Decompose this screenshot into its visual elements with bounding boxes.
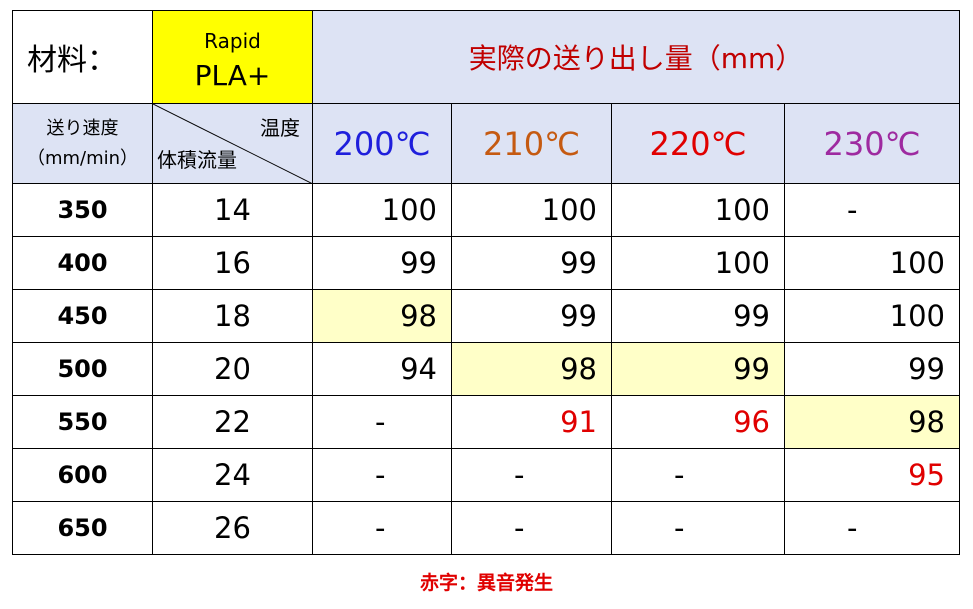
feed-test-table: 材料： Rapid PLA+ 実際の送り出し量（mm） 送り速度 （mm/min… — [12, 10, 960, 555]
table-row: 350 14 100 100 100- — [12, 183, 960, 237]
feed-amount-cell: 99 — [784, 342, 960, 396]
feed-amount-cell: 100 — [611, 236, 785, 290]
speed-header-line1: 送り速度 — [46, 117, 119, 139]
feed-amount-cell: 99 — [611, 342, 785, 396]
header-row: 材料： Rapid PLA+ 実際の送り出し量（mm） — [12, 10, 960, 104]
brand-line1: Rapid — [204, 29, 261, 53]
feed-speed-cell: 450 — [12, 289, 153, 343]
volumetric-flow-cell: 20 — [152, 342, 313, 396]
table-row: 650 26- - - - — [12, 501, 960, 555]
feed-amount-cell: 99 — [451, 289, 612, 343]
temp-header-220: 220℃ — [611, 103, 785, 184]
feed-speed-cell: 500 — [12, 342, 153, 396]
feed-amount-cell: 91 — [451, 395, 612, 449]
table-row: 500 20 94 98 99 99 — [12, 342, 960, 396]
volumetric-flow-cell: 22 — [152, 395, 313, 449]
feed-amount-cell: - — [312, 395, 452, 449]
diagonal-header: 温度 体積流量 — [152, 103, 313, 184]
feed-amount-cell: 100 — [312, 183, 452, 237]
feed-amount-cell: 99 — [611, 289, 785, 343]
feed-amount-cell: - — [451, 501, 612, 555]
volumetric-flow-cell: 18 — [152, 289, 313, 343]
feed-amount-cell: - — [312, 501, 452, 555]
temp-header-210: 210℃ — [451, 103, 612, 184]
feed-amount-cell: - — [784, 183, 960, 237]
speed-header-line2: （mm/min） — [26, 147, 139, 169]
diag-flow-label: 体積流量 — [157, 148, 237, 172]
feed-amount-cell: - — [784, 501, 960, 555]
feed-amount-cell: 94 — [312, 342, 452, 396]
feed-amount-cell: - — [312, 448, 452, 502]
legend-note: 赤字：異音発生 — [419, 572, 553, 594]
speed-header: 送り速度 （mm/min） — [12, 103, 153, 184]
material-label: 材料： — [12, 10, 153, 104]
feed-amount-cell: 95 — [784, 448, 960, 502]
feed-speed-cell: 600 — [12, 448, 153, 502]
feed-amount-cell: 100 — [611, 183, 785, 237]
subheader-row: 送り速度 （mm/min） 温度 体積流量 200℃ 210℃ 220℃ 230… — [12, 103, 960, 184]
feed-amount-cell: 98 — [784, 395, 960, 449]
feed-amount-cell: 96 — [611, 395, 785, 449]
diag-temp-label: 温度 — [260, 116, 300, 140]
table-row: 450 18 98 99 99 100 — [12, 289, 960, 343]
table-row: 550 22-91 96 98 — [12, 395, 960, 449]
feed-speed-cell: 650 — [12, 501, 153, 555]
temp-header-230: 230℃ — [784, 103, 960, 184]
feed-speed-cell: 550 — [12, 395, 153, 449]
feed-amount-cell: - — [611, 501, 785, 555]
feed-amount-cell: - — [611, 448, 785, 502]
feed-amount-cell: 100 — [784, 236, 960, 290]
feed-amount-cell: 98 — [451, 342, 612, 396]
volumetric-flow-cell: 24 — [152, 448, 313, 502]
diagonal-line — [153, 104, 312, 183]
volumetric-flow-cell: 16 — [152, 236, 313, 290]
brand-line2: PLA+ — [194, 59, 271, 92]
feed-amount-cell: 99 — [451, 236, 612, 290]
feed-amount-cell: - — [451, 448, 612, 502]
table-row: 400 16 99 99 100 100 — [12, 236, 960, 290]
volumetric-flow-cell: 26 — [152, 501, 313, 555]
feed-speed-cell: 400 — [12, 236, 153, 290]
feed-amount-cell: 100 — [451, 183, 612, 237]
material-brand-cell: Rapid PLA+ — [152, 10, 313, 104]
feed-amount-cell: 99 — [312, 236, 452, 290]
volumetric-flow-cell: 14 — [152, 183, 313, 237]
table-title: 実際の送り出し量（mm） — [312, 10, 960, 104]
table-row: 600 24- - -95 — [12, 448, 960, 502]
feed-speed-cell: 350 — [12, 183, 153, 237]
temp-header-200: 200℃ — [312, 103, 452, 184]
feed-amount-cell: 100 — [784, 289, 960, 343]
feed-amount-cell: 98 — [312, 289, 452, 343]
